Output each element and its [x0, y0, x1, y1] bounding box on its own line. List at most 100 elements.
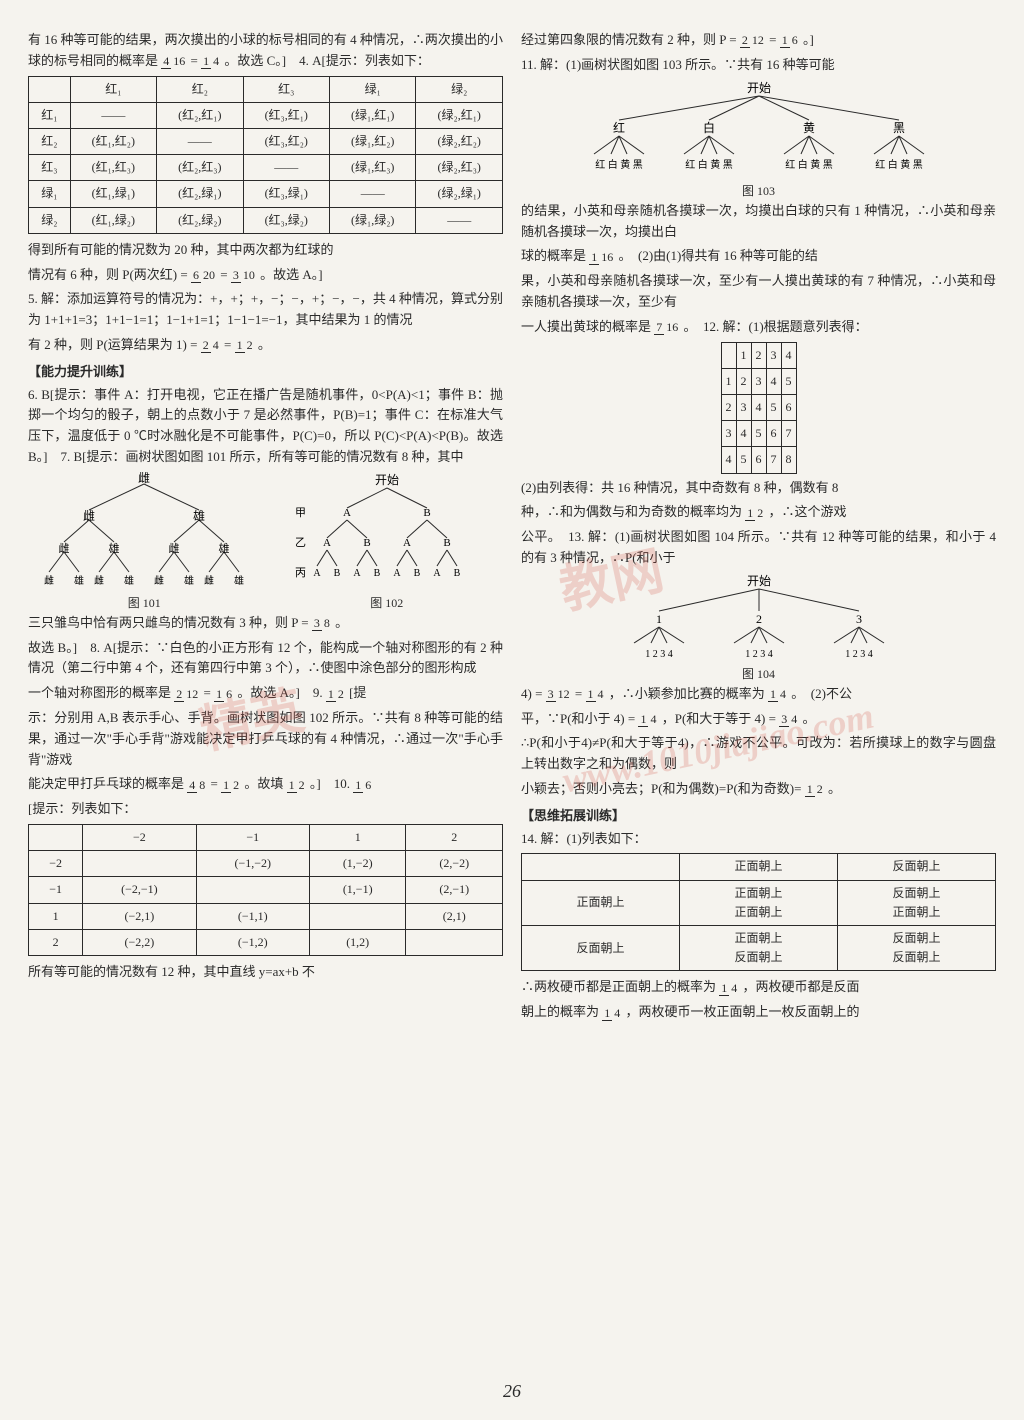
svg-text:红: 红 — [612, 120, 624, 135]
svg-text:1: 1 — [656, 612, 662, 626]
svg-text:A: A — [433, 568, 441, 579]
frac-r6: 312 — [546, 688, 572, 701]
svg-text:1 2 3 4: 1 2 3 4 — [745, 649, 773, 660]
svg-text:黑: 黑 — [892, 121, 904, 135]
text: 小颖去；否则小亮去；P(和为偶数)=P(和为奇数)= 12 。 — [521, 779, 996, 800]
svg-text:B: B — [423, 507, 430, 519]
svg-text:A: A — [393, 568, 401, 579]
frac-r7: 14 — [586, 688, 606, 701]
svg-text:红 白 黄 黑: 红 白 黄 黑 — [595, 158, 643, 171]
text: 情况有 6 种，则 P(两次红) = 620 = 310 。故选 A。] — [28, 265, 503, 286]
table-row: 1(−2,1)(−1,1)(2,1) — [29, 903, 503, 929]
svg-text:A: A — [353, 568, 361, 579]
text: 一人摸出黄球的概率是 716 。 12. 解：(1)根据题意列表得： — [521, 317, 996, 338]
text: 种，∴和为偶数与和为奇数的概率均为 12 ，∴这个游戏 — [521, 502, 996, 523]
right-column: 经过第四象限的情况数有 2 种，则 P = 212 = 16 。] 11. 解：… — [521, 30, 996, 1027]
frac-r1: 212 — [740, 34, 766, 47]
svg-text:丙: 丙 — [295, 567, 306, 579]
svg-text:B: B — [363, 537, 370, 549]
table-row: 绿₂(红₁,绿₂)(红₂,绿₂)(红₃,绿₂)(绿₁,绿₂)—— — [29, 207, 503, 233]
text: 所有等可能的情况数有 12 种，其中直线 y=ax+b 不 — [28, 962, 503, 983]
tree-101-svg: 雌 雌 雄 雌 雄 雌 雄 雌 雄 雌 雄 雌 雄 雌 雄 — [29, 472, 259, 592]
frac-4-8: 48 — [187, 779, 207, 792]
text: 经过第四象限的情况数有 2 种，则 P = 212 = 16 。] — [521, 30, 996, 51]
text: ∴P(和小于4)≠P(和大于等于4)，∴游戏不公平。可改为：若所摸球上的数字与圆… — [521, 733, 996, 775]
svg-text:雄: 雄 — [109, 541, 120, 555]
svg-text:A: A — [403, 537, 411, 549]
frac-2-12: 212 — [174, 688, 200, 701]
table-row: 34567 — [721, 421, 796, 447]
frac-1-6: 16 — [214, 688, 234, 701]
problem-6-7: 6. B[提示：事件 A：打开电视，它正在播广告是随机事件，0<P(A)<1；事… — [28, 385, 503, 468]
svg-text:甲: 甲 — [295, 507, 306, 519]
text: ∴两枚硬币都是正面朝上的概率为 14 ，两枚硬币都是反面 — [521, 977, 996, 998]
svg-text:A: A — [343, 507, 351, 519]
table-row: 23456 — [721, 394, 796, 420]
table-row: −2−112 — [29, 825, 503, 851]
problem-14: 14. 解：(1)列表如下： — [521, 829, 996, 850]
table-2: −2−112 −2(−1,−2)(1,−2)(2,−2) −1(−2,−1)(1… — [28, 824, 503, 956]
svg-text:红 白 黄 黑: 红 白 黄 黑 — [875, 158, 923, 171]
text: 三只雏鸟中恰有两只雌鸟的情况数有 3 种，则 P = 38 。 — [28, 613, 503, 634]
svg-text:开始: 开始 — [746, 81, 770, 95]
text: 公平。 13. 解：(1)画树状图如图 104 所示。∵共有 12 种等可能的结… — [521, 527, 996, 569]
svg-text:雌: 雌 — [59, 541, 70, 555]
frac-1-2c: 12 — [221, 779, 241, 792]
table-row: −2(−1,−2)(1,−2)(2,−2) — [29, 851, 503, 877]
svg-text:雄: 雄 — [193, 508, 205, 523]
frac-r5: 12 — [745, 507, 765, 520]
frac-1-2b: 12 — [326, 688, 346, 701]
table-row: 2(−2,2)(−1,2)(1,2) — [29, 929, 503, 955]
table-row: 45678 — [721, 447, 796, 473]
svg-text:雌: 雌 — [44, 574, 54, 587]
text: 果，小英和母亲随机各摸球一次，至少有一人摸出黄球的有 7 种情况，∴小英和母亲随… — [521, 271, 996, 313]
page-body: 有 16 种等可能的结果，两次摸出的小球的标号相同的有 4 种情况，∴两次摸出的… — [0, 0, 1024, 1047]
frac-r2: 16 — [780, 34, 800, 47]
svg-text:红 白 黄 黑: 红 白 黄 黑 — [685, 158, 733, 171]
svg-text:3: 3 — [856, 612, 862, 626]
table-row: 正面朝上正面朝上 正面朝上反面朝上 正面朝上 — [522, 880, 996, 925]
text: 。故选 C。] 4. A[提示：列表如下： — [224, 53, 429, 68]
svg-text:B: B — [333, 568, 340, 579]
table-row: 反面朝上正面朝上 反面朝上反面朝上 反面朝上 — [522, 926, 996, 971]
table-row: 12345 — [721, 368, 796, 394]
text: 能决定甲打乒乓球的概率是 48 = 12 。故填 12 。] 10. 16 — [28, 774, 503, 795]
svg-text:雄: 雄 — [234, 574, 244, 587]
problem-8: 故选 B。] 8. A[提示：∵白色的小正方形有 12 个，能构成一个轴对称图形… — [28, 638, 503, 680]
frac-1-6b: 16 — [353, 779, 373, 792]
tree-104-svg: 开始 1 2 3 1 2 3 4 1 2 3 4 1 2 3 4 — [579, 573, 939, 663]
frac-r3: 116 — [589, 251, 615, 264]
svg-text:雌: 雌 — [169, 541, 180, 555]
svg-text:雌: 雌 — [154, 574, 164, 587]
problem-5: 5. 解：添加运算符号的情况为：+，+；+，−；−，+；−，−，共 4 种情况，… — [28, 289, 503, 331]
svg-text:雄: 雄 — [184, 574, 194, 587]
frac-6-20: 620 — [191, 269, 217, 282]
svg-text:乙: 乙 — [295, 536, 306, 549]
frac-1-2: 12 — [235, 339, 255, 352]
svg-text:雌: 雌 — [83, 508, 95, 523]
table-row: 红₃(红₁,红₃)(红₂,红₃)——(绿₁,红₃)(绿₂,红₃) — [29, 155, 503, 181]
frac-1-4: 14 — [201, 55, 221, 68]
table-row: −1(−2,−1)(1,−1)(2,−1) — [29, 877, 503, 903]
frac-r8: 14 — [768, 688, 788, 701]
table-row: 1234 — [721, 342, 796, 368]
svg-text:黄: 黄 — [802, 121, 814, 135]
svg-text:B: B — [413, 568, 420, 579]
table-row: 红₂(红₁,红₂)——(红₃,红₂)(绿₁,红₂)(绿₂,红₂) — [29, 128, 503, 154]
trees-row: 雌 雌 雄 雌 雄 雌 雄 雌 雄 雌 雄 雌 雄 雌 雄 图 101 开始 甲… — [28, 472, 503, 613]
svg-text:雄: 雄 — [124, 574, 134, 587]
svg-text:雌: 雌 — [204, 574, 214, 587]
section-thinking: 【思维拓展训练】 — [521, 806, 996, 827]
text: 的结果，小英和母亲随机各摸球一次，均摸出白球的只有 1 种情况，∴小英和母亲随机… — [521, 201, 996, 243]
svg-text:雄: 雄 — [219, 541, 230, 555]
tree-103-label: 图 103 — [521, 182, 996, 201]
section-ability: 【能力提升训练】 — [28, 362, 503, 383]
table-1: 红₁红₂红₃绿₁绿₂ 红₁——(红₂,红₁)(红₃,红₁)(绿₁,红₁)(绿₂,… — [28, 76, 503, 234]
svg-text:2: 2 — [756, 612, 762, 626]
svg-text:B: B — [443, 537, 450, 549]
frac-3-8: 38 — [312, 617, 332, 630]
svg-text:A: A — [323, 537, 331, 549]
table-row: 红₁——(红₂,红₁)(红₃,红₁)(绿₁,红₁)(绿₂,红₁) — [29, 102, 503, 128]
problem-9: 示：分别用 A,B 表示手心、手背。画树状图如图 102 所示。∵共有 8 种等… — [28, 708, 503, 770]
tree-102-label: 图 102 — [271, 594, 504, 613]
